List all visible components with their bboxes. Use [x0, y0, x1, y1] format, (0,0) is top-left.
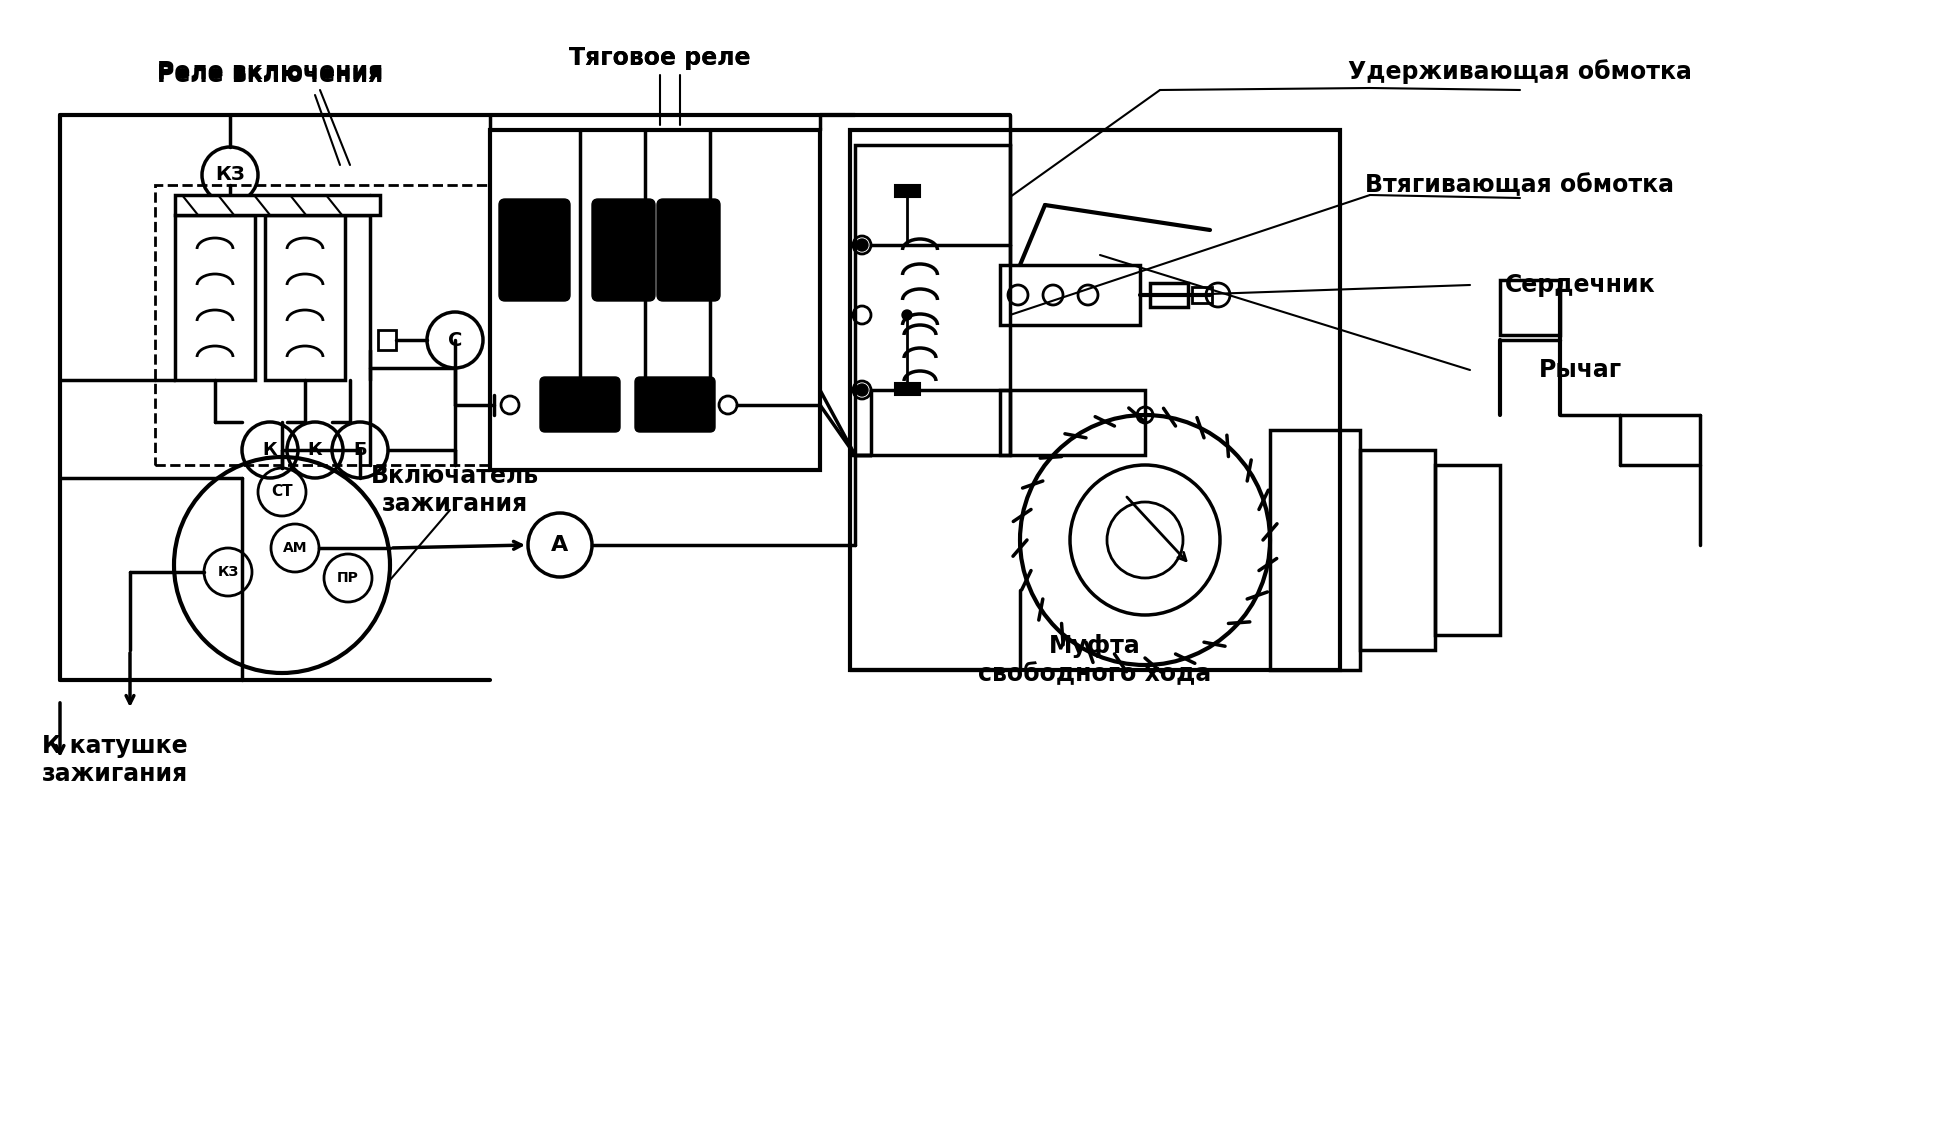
Bar: [1000, 265, 1140, 325]
Text: Втягивающая обмотка: Втягивающая обмотка: [1366, 174, 1674, 197]
Text: КЗ: КЗ: [217, 565, 238, 579]
Bar: [378, 330, 395, 350]
FancyBboxPatch shape: [591, 198, 655, 301]
Circle shape: [901, 310, 913, 320]
Text: А: А: [552, 535, 568, 555]
Text: Сердечник: Сердечник: [1504, 273, 1655, 297]
Bar: [1269, 430, 1360, 670]
Text: С: С: [448, 330, 461, 349]
Text: Муфта
свободного хода: Муфта свободного хода: [979, 634, 1211, 686]
Bar: [1434, 465, 1500, 635]
Text: К: К: [264, 441, 277, 459]
Text: Реле включения: Реле включения: [157, 60, 384, 84]
Bar: [1192, 287, 1211, 303]
Circle shape: [857, 239, 868, 251]
Bar: [490, 130, 820, 469]
Bar: [174, 195, 380, 215]
Text: Тяговое реле: Тяговое реле: [570, 46, 750, 70]
Bar: [1360, 450, 1434, 650]
Text: ПР: ПР: [337, 572, 359, 585]
FancyBboxPatch shape: [541, 376, 620, 432]
Bar: [155, 185, 490, 465]
Text: АМ: АМ: [283, 541, 308, 555]
Text: Включатель
зажигания: Включатель зажигания: [370, 464, 539, 516]
Circle shape: [857, 384, 868, 396]
Text: КЗ: КЗ: [215, 166, 244, 185]
Text: К катушке
зажигания: К катушке зажигания: [43, 734, 188, 786]
Text: Рычаг: Рычаг: [1539, 358, 1622, 382]
Bar: [266, 215, 345, 380]
FancyBboxPatch shape: [498, 198, 570, 301]
Text: Тяговое реле: Тяговое реле: [570, 46, 750, 70]
Text: Удерживающая обмотка: Удерживающая обмотка: [1349, 60, 1692, 84]
Text: СТ: СТ: [271, 484, 293, 499]
Text: К: К: [308, 441, 322, 459]
FancyBboxPatch shape: [636, 376, 715, 432]
Bar: [851, 130, 1339, 670]
Bar: [895, 185, 921, 197]
Bar: [1000, 390, 1145, 455]
Bar: [895, 383, 921, 395]
Text: Реле включения: Реле включения: [157, 64, 384, 87]
Text: Б: Б: [353, 441, 366, 459]
FancyBboxPatch shape: [657, 198, 721, 301]
Bar: [1500, 280, 1560, 335]
Bar: [1149, 284, 1188, 307]
Bar: [174, 215, 256, 380]
Bar: [855, 145, 1010, 455]
